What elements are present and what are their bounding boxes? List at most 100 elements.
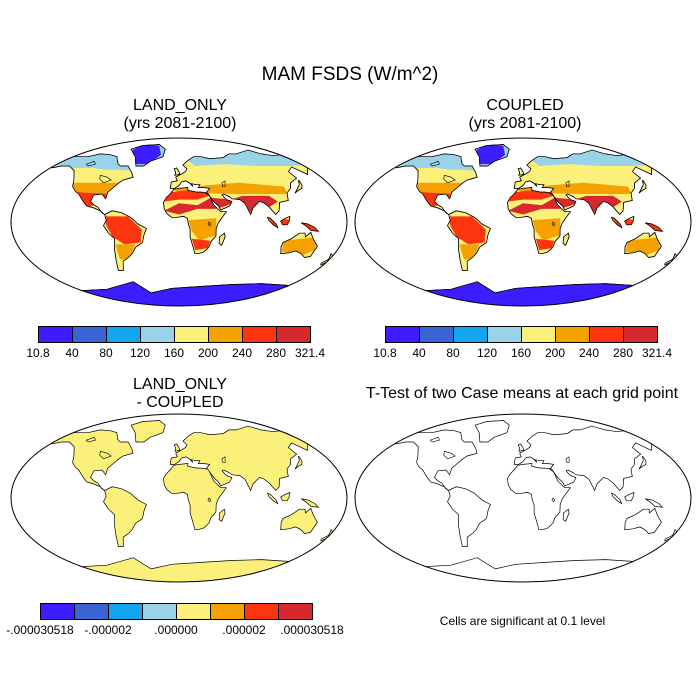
land-only-colorbar: 10.8 40 80 120 160 200 240 280 321.4	[26, 326, 325, 366]
borneo-coastline	[624, 215, 635, 226]
lake-outline	[565, 180, 570, 187]
radiation-zone-subpolar	[394, 152, 480, 171]
colorbar-tick-label: 321.4	[294, 346, 326, 360]
lake-outline	[99, 174, 112, 184]
radiation-zone-hot	[76, 192, 108, 208]
lake-outline	[429, 160, 440, 167]
difference-title-line2: - COUPLED	[136, 394, 224, 411]
colorbar-tick-label: 160	[163, 346, 185, 360]
radiation-zone-warm	[115, 244, 136, 262]
coupled-map	[354, 137, 692, 307]
africa-coastline	[507, 187, 571, 255]
lake-outline	[221, 180, 226, 187]
colorbar-tick-label: -.000002	[84, 623, 132, 637]
borneo-landmass	[280, 491, 291, 502]
lake-outline	[551, 221, 556, 227]
map-border	[10, 413, 348, 583]
lake-outline	[207, 221, 212, 227]
colorbar-swatch	[242, 326, 277, 343]
radiation-zone-hot	[267, 217, 319, 232]
land-only-title-line1: LAND_ONLY	[133, 97, 227, 114]
colorbar-swatch	[140, 326, 175, 343]
colorbar-tick-label: 280	[612, 346, 634, 360]
lake-outline	[85, 160, 96, 167]
africa-coastline	[163, 187, 227, 255]
borneo-landmass	[624, 491, 635, 502]
difference-map	[10, 413, 348, 583]
sumatra-landmass	[267, 492, 279, 505]
uk-coastline	[173, 167, 181, 176]
coupled-title-line2: (yrs 2081-2100)	[468, 115, 582, 132]
colorbar-tick-label: 200	[544, 346, 566, 360]
land-only-map	[10, 137, 348, 307]
colorbar-swatch	[589, 326, 624, 343]
north-america-landmass	[394, 429, 478, 491]
madagascar-coastline	[218, 232, 226, 246]
madagascar-landmass	[562, 508, 570, 522]
colorbar-tick-label: 10.8	[26, 346, 50, 360]
colorbar-tick-label: .000000	[154, 623, 198, 637]
madagascar-landmass	[218, 508, 226, 522]
colorbar-swatch	[521, 326, 556, 343]
ttest-map	[354, 413, 692, 583]
lake-outline	[551, 497, 556, 503]
lake-outline	[221, 456, 226, 463]
colorbar-swatch	[244, 603, 279, 620]
africa-landmass	[163, 463, 227, 531]
south-america-landmass	[447, 486, 491, 547]
ttest-title-text: T-Test of two Case means at each grid po…	[365, 385, 679, 402]
colorbar-swatch	[106, 326, 141, 343]
greenland-coastline	[474, 144, 510, 167]
radiation-zone-hottest	[508, 195, 622, 215]
colorbar-tick-label: 120	[476, 346, 498, 360]
radiation-zone-hot	[420, 192, 452, 208]
new-zealand-landmass	[320, 529, 335, 542]
figure-title: MAM FSDS (W/m^2)	[261, 64, 439, 85]
colorbar-swatch	[385, 326, 420, 343]
radiation-zone-hot	[191, 238, 211, 250]
colorbar-tick-label: 80	[99, 346, 113, 360]
radiation-zone-hot	[507, 190, 554, 202]
coupled-title: COUPLED (yrs 2081-2100)	[425, 97, 625, 133]
radiation-zone-hot	[104, 216, 142, 245]
colorbar-tick-label: 240	[231, 346, 253, 360]
radiation-zone-hot	[611, 217, 663, 232]
africa-landmass	[507, 463, 571, 531]
colorbar-tick-label: 280	[265, 346, 287, 360]
colorbar-tick-label: -.000030518	[6, 623, 74, 637]
radiation-zone-hottest	[164, 195, 278, 215]
north-america-coastline	[394, 153, 478, 215]
colorbar-tick-label: 200	[197, 346, 219, 360]
colorbar-swatch	[276, 326, 311, 343]
colorbar-swatch	[108, 603, 143, 620]
lake-outline	[85, 436, 96, 443]
south-america-coastline	[447, 210, 491, 271]
japan-landmass	[294, 455, 303, 470]
difference-title: LAND_ONLY - COUPLED	[80, 376, 280, 412]
new-guinea-landmass	[301, 498, 320, 508]
radiation-zone-subpolar	[50, 152, 136, 171]
lake-outline	[443, 450, 456, 460]
sumatra-coastline	[267, 216, 279, 229]
uk-landmass	[173, 443, 181, 452]
colorbar-tick-label: 160	[510, 346, 532, 360]
colorbar-tick-label: 120	[129, 346, 151, 360]
colorbar-tick-label: 240	[578, 346, 600, 360]
radiation-zone-warm	[188, 218, 217, 241]
japan-coastline	[294, 179, 303, 194]
madagascar-coastline	[562, 232, 570, 246]
eurasia-landmass	[513, 425, 662, 492]
colorbar-tick-label: 321.4	[641, 346, 673, 360]
colorbar-tick-label: .000030518	[280, 623, 344, 637]
colorbar-swatch	[174, 326, 209, 343]
colorbar-swatch	[142, 603, 177, 620]
radiation-zone-hot	[448, 216, 486, 245]
ttest-title: T-Test of two Case means at each grid po…	[352, 385, 692, 403]
uk-landmass	[517, 443, 525, 452]
colorbar-swatch	[176, 603, 211, 620]
colorbar-swatch	[555, 326, 590, 343]
lake-outline	[443, 174, 456, 184]
coupled-title-line1: COUPLED	[486, 97, 564, 114]
north-america-coastline	[50, 153, 134, 215]
colorbar-tick-label: 10.8	[373, 346, 397, 360]
